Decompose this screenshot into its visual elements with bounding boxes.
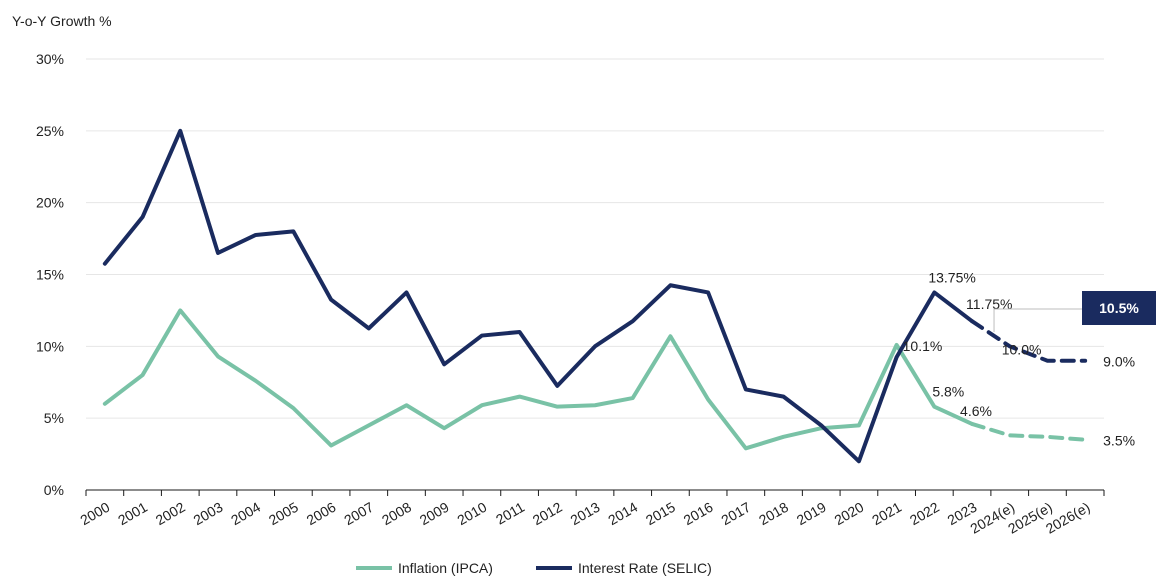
x-tick-label: 2022 (907, 499, 942, 529)
legend: Inflation (IPCA) Interest Rate (SELIC) (356, 560, 712, 576)
x-tick-label: 2000 (77, 499, 112, 529)
x-tick-label: 2017 (718, 499, 753, 529)
series-line-inflation (102, 308, 975, 451)
y-tick-label: 25% (36, 123, 64, 139)
x-tick-label: 2005 (266, 499, 301, 529)
data-label: 5.8% (932, 384, 964, 400)
legend-label: Inflation (IPCA) (398, 560, 493, 576)
data-label: 10.0% (1002, 341, 1042, 357)
grid-layer (86, 58, 1104, 419)
axis-layer: 0%5%10%15%20%25%30%2000 2001 2002 2003 2004 2… (36, 51, 1105, 537)
y-tick-label: 20% (36, 195, 64, 211)
series-forecast-inflation (970, 421, 1088, 442)
data-label: 11.75% (966, 296, 1012, 312)
data-label-layer: 13.75% 11.75% 10.0% 9.0% 10.1% 5.8% 4.6% 3.5% 10… (903, 269, 1156, 449)
x-tick-label: 2012 (530, 499, 565, 529)
x-tick-label: 2026(e) (1043, 499, 1093, 537)
data-label: 10.1% (903, 338, 943, 354)
callout-value: 10.5% (1099, 300, 1139, 316)
y-tick-label: 5% (44, 410, 64, 426)
y-tick-label: 0% (44, 482, 64, 498)
y-tick-label: 10% (36, 338, 64, 354)
x-tick-label: 2014 (605, 499, 640, 529)
data-label: 4.6% (960, 403, 992, 419)
x-tick-label: 2006 (304, 499, 339, 529)
callout-box (1082, 291, 1156, 325)
x-tick-label: 2004 (228, 499, 263, 529)
y-tick-label: 15% (36, 267, 64, 283)
x-tick-label: 2001 (115, 499, 150, 529)
x-tick-label: 2018 (756, 499, 791, 529)
series-layer (102, 128, 1088, 464)
x-tick-label: 2010 (454, 499, 489, 529)
callout-connector (993, 308, 1082, 332)
data-label: 3.5% (1103, 433, 1135, 449)
x-tick-label: 2019 (794, 499, 829, 529)
data-label: 9.0% (1103, 354, 1135, 370)
x-tick-label: 2009 (417, 499, 452, 529)
x-tick-label: 2003 (190, 499, 225, 529)
x-tick-label: 2021 (869, 499, 904, 529)
y-tick-label: 30% (36, 51, 64, 67)
x-tick-label: 2007 (341, 499, 376, 529)
x-tick-label: 2013 (568, 499, 603, 529)
series-line-interest-rate (102, 128, 975, 464)
x-tick-label: 2002 (153, 499, 188, 529)
x-tick-label: 2011 (493, 499, 527, 528)
x-tick-label: 2015 (643, 499, 678, 529)
data-label: 13.75% (928, 269, 975, 285)
x-tick-label: 2016 (681, 499, 716, 529)
x-tick-label: 2008 (379, 499, 414, 529)
legend-label: Interest Rate (SELIC) (578, 560, 712, 576)
y-axis-title: Y-o-Y Growth % (12, 13, 112, 29)
x-tick-label: 2020 (831, 499, 866, 529)
series-forecast-interest-rate (970, 319, 1088, 363)
